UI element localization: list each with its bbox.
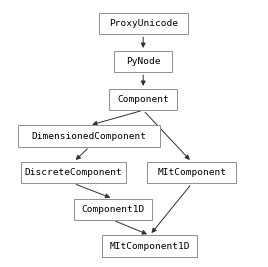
FancyBboxPatch shape [102, 235, 197, 257]
Text: Component1D: Component1D [81, 205, 145, 214]
FancyBboxPatch shape [114, 51, 172, 72]
Text: Component: Component [117, 95, 169, 104]
Text: MItComponent1D: MItComponent1D [110, 242, 190, 250]
Text: MItComponent: MItComponent [157, 168, 226, 177]
Text: DimensionedComponent: DimensionedComponent [32, 132, 147, 141]
FancyBboxPatch shape [147, 162, 236, 183]
Text: PyNode: PyNode [126, 57, 161, 66]
FancyBboxPatch shape [21, 162, 126, 183]
FancyBboxPatch shape [109, 89, 177, 110]
Text: ProxyUnicode: ProxyUnicode [109, 19, 178, 28]
FancyBboxPatch shape [74, 199, 152, 220]
FancyBboxPatch shape [18, 125, 160, 147]
FancyBboxPatch shape [99, 13, 188, 34]
Text: DiscreteComponent: DiscreteComponent [25, 168, 122, 177]
